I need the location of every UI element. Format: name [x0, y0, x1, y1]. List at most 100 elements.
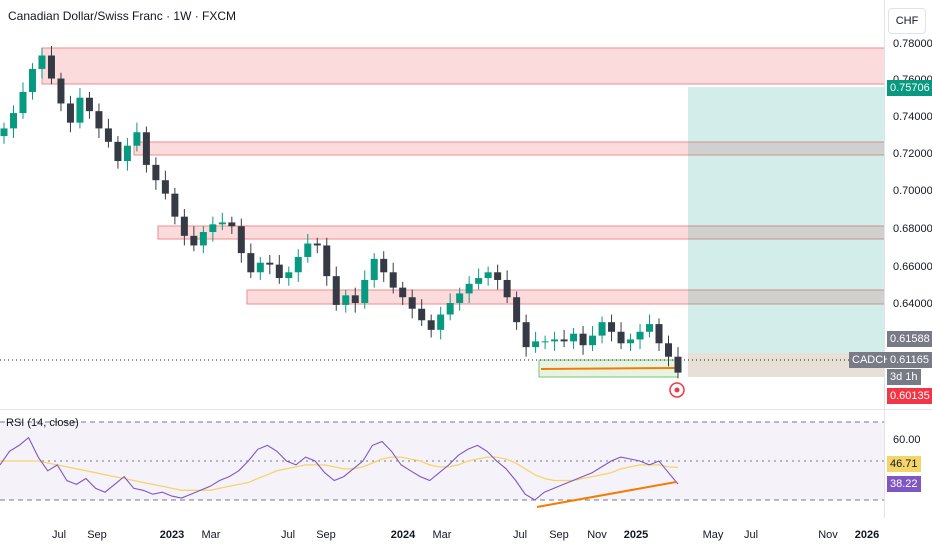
candle-body[interactable]	[399, 287, 407, 298]
candle-body[interactable]	[570, 333, 578, 342]
target-zone[interactable]	[688, 87, 884, 353]
candle-body[interactable]	[313, 243, 321, 246]
time-label: Mar	[432, 529, 452, 541]
candle-body[interactable]	[85, 97, 93, 112]
candle-body[interactable]	[465, 283, 473, 294]
candle-body[interactable]	[104, 128, 112, 142]
candle-body[interactable]	[323, 245, 331, 277]
alert-marker-icon[interactable]	[669, 382, 685, 398]
entry-price-tag: 0.61588	[887, 331, 932, 347]
candle-body[interactable]	[294, 256, 302, 273]
currency-button[interactable]: CHF	[888, 8, 926, 34]
time-label: 2024	[390, 529, 416, 541]
candle-body[interactable]	[285, 272, 293, 279]
candle-body[interactable]	[522, 322, 530, 348]
candle-body[interactable]	[665, 343, 673, 357]
price-tick: 0.68000	[893, 223, 932, 235]
candle-body[interactable]	[161, 180, 169, 194]
candle-body[interactable]	[9, 113, 17, 129]
candle-body[interactable]	[123, 145, 131, 162]
rsi-pane-canvas[interactable]	[0, 410, 884, 518]
main-chart-canvas[interactable]	[0, 0, 884, 409]
candle-body[interactable]	[674, 356, 682, 373]
candle-body[interactable]	[0, 128, 8, 137]
candle-body[interactable]	[551, 339, 559, 342]
candle-body[interactable]	[484, 272, 492, 279]
candle-body[interactable]	[28, 68, 36, 92]
candle-body[interactable]	[228, 222, 236, 227]
candle-body[interactable]	[218, 222, 226, 225]
target-price-tag: 0.75706	[887, 80, 932, 96]
zone-top	[41, 47, 884, 85]
candle-body[interactable]	[76, 97, 84, 123]
candle-body[interactable]	[560, 339, 568, 342]
support-line[interactable]	[540, 367, 677, 370]
candle-body[interactable]	[636, 331, 644, 340]
time-label: 2025	[623, 529, 649, 541]
candle-body[interactable]	[617, 331, 625, 344]
candle-body[interactable]	[332, 276, 340, 305]
time-label: 2026	[854, 529, 880, 541]
candle-body[interactable]	[209, 224, 217, 233]
candle-body[interactable]	[38, 55, 46, 69]
candle-body[interactable]	[598, 322, 606, 336]
candle-body[interactable]	[47, 55, 55, 79]
pane-separator[interactable]	[0, 409, 932, 410]
candle-body[interactable]	[95, 111, 103, 129]
candle-body[interactable]	[237, 226, 245, 254]
candle-body[interactable]	[266, 262, 274, 265]
candle-body[interactable]	[342, 295, 350, 305]
candle-body[interactable]	[541, 341, 549, 343]
candle-body[interactable]	[608, 322, 616, 332]
candle-body[interactable]	[532, 341, 540, 348]
candle-body[interactable]	[304, 243, 312, 257]
time-label: Jul	[280, 529, 296, 541]
zone-3	[157, 225, 884, 240]
candle-body[interactable]	[579, 333, 587, 346]
candle-body[interactable]	[380, 258, 388, 273]
time-label: May	[702, 529, 724, 541]
candle-body[interactable]	[351, 295, 359, 303]
candle-body[interactable]	[275, 264, 283, 279]
candle-body[interactable]	[589, 335, 597, 346]
candle-body[interactable]	[361, 279, 369, 303]
countdown-tag: 3d 1h	[887, 369, 921, 385]
price-tick: 0.72000	[893, 148, 932, 160]
candle-body[interactable]	[627, 339, 635, 344]
candle-body[interactable]	[370, 258, 378, 280]
candle-body[interactable]	[142, 132, 150, 165]
stop-price-tag: 0.60135	[887, 388, 932, 404]
price-tick: 0.66000	[893, 261, 932, 273]
candle-body[interactable]	[494, 272, 502, 280]
candle-body[interactable]	[503, 279, 511, 298]
candle-body[interactable]	[408, 297, 416, 309]
candle-body[interactable]	[190, 235, 198, 246]
candle-body[interactable]	[427, 320, 435, 330]
candle-body[interactable]	[114, 141, 122, 162]
candle-body[interactable]	[646, 324, 654, 332]
candle-body[interactable]	[247, 253, 255, 273]
time-label: Jul	[51, 529, 67, 541]
candle-body[interactable]	[475, 278, 483, 284]
rsi-title[interactable]: RSI (14, close)	[6, 417, 79, 429]
candle-body[interactable]	[133, 132, 141, 146]
candle-body[interactable]	[199, 232, 207, 246]
candle-body[interactable]	[418, 308, 426, 321]
candle-body[interactable]	[513, 297, 521, 323]
rsi-trendline[interactable]	[536, 481, 677, 508]
candle-body[interactable]	[57, 78, 65, 104]
candle-body[interactable]	[256, 262, 264, 273]
candle-body[interactable]	[180, 216, 188, 236]
candle-body[interactable]	[389, 272, 397, 288]
last-price-tag: 0.61165	[887, 352, 932, 368]
candle-body[interactable]	[171, 193, 179, 217]
candle-body[interactable]	[446, 302, 454, 315]
candle-body[interactable]	[456, 293, 464, 303]
candle-body[interactable]	[152, 164, 160, 181]
rsi-line	[0, 436, 679, 501]
candle-body[interactable]	[437, 314, 445, 330]
candle-body[interactable]	[19, 91, 27, 114]
time-label: Nov	[587, 529, 607, 541]
candle-body[interactable]	[66, 103, 74, 123]
candle-body[interactable]	[655, 324, 663, 344]
